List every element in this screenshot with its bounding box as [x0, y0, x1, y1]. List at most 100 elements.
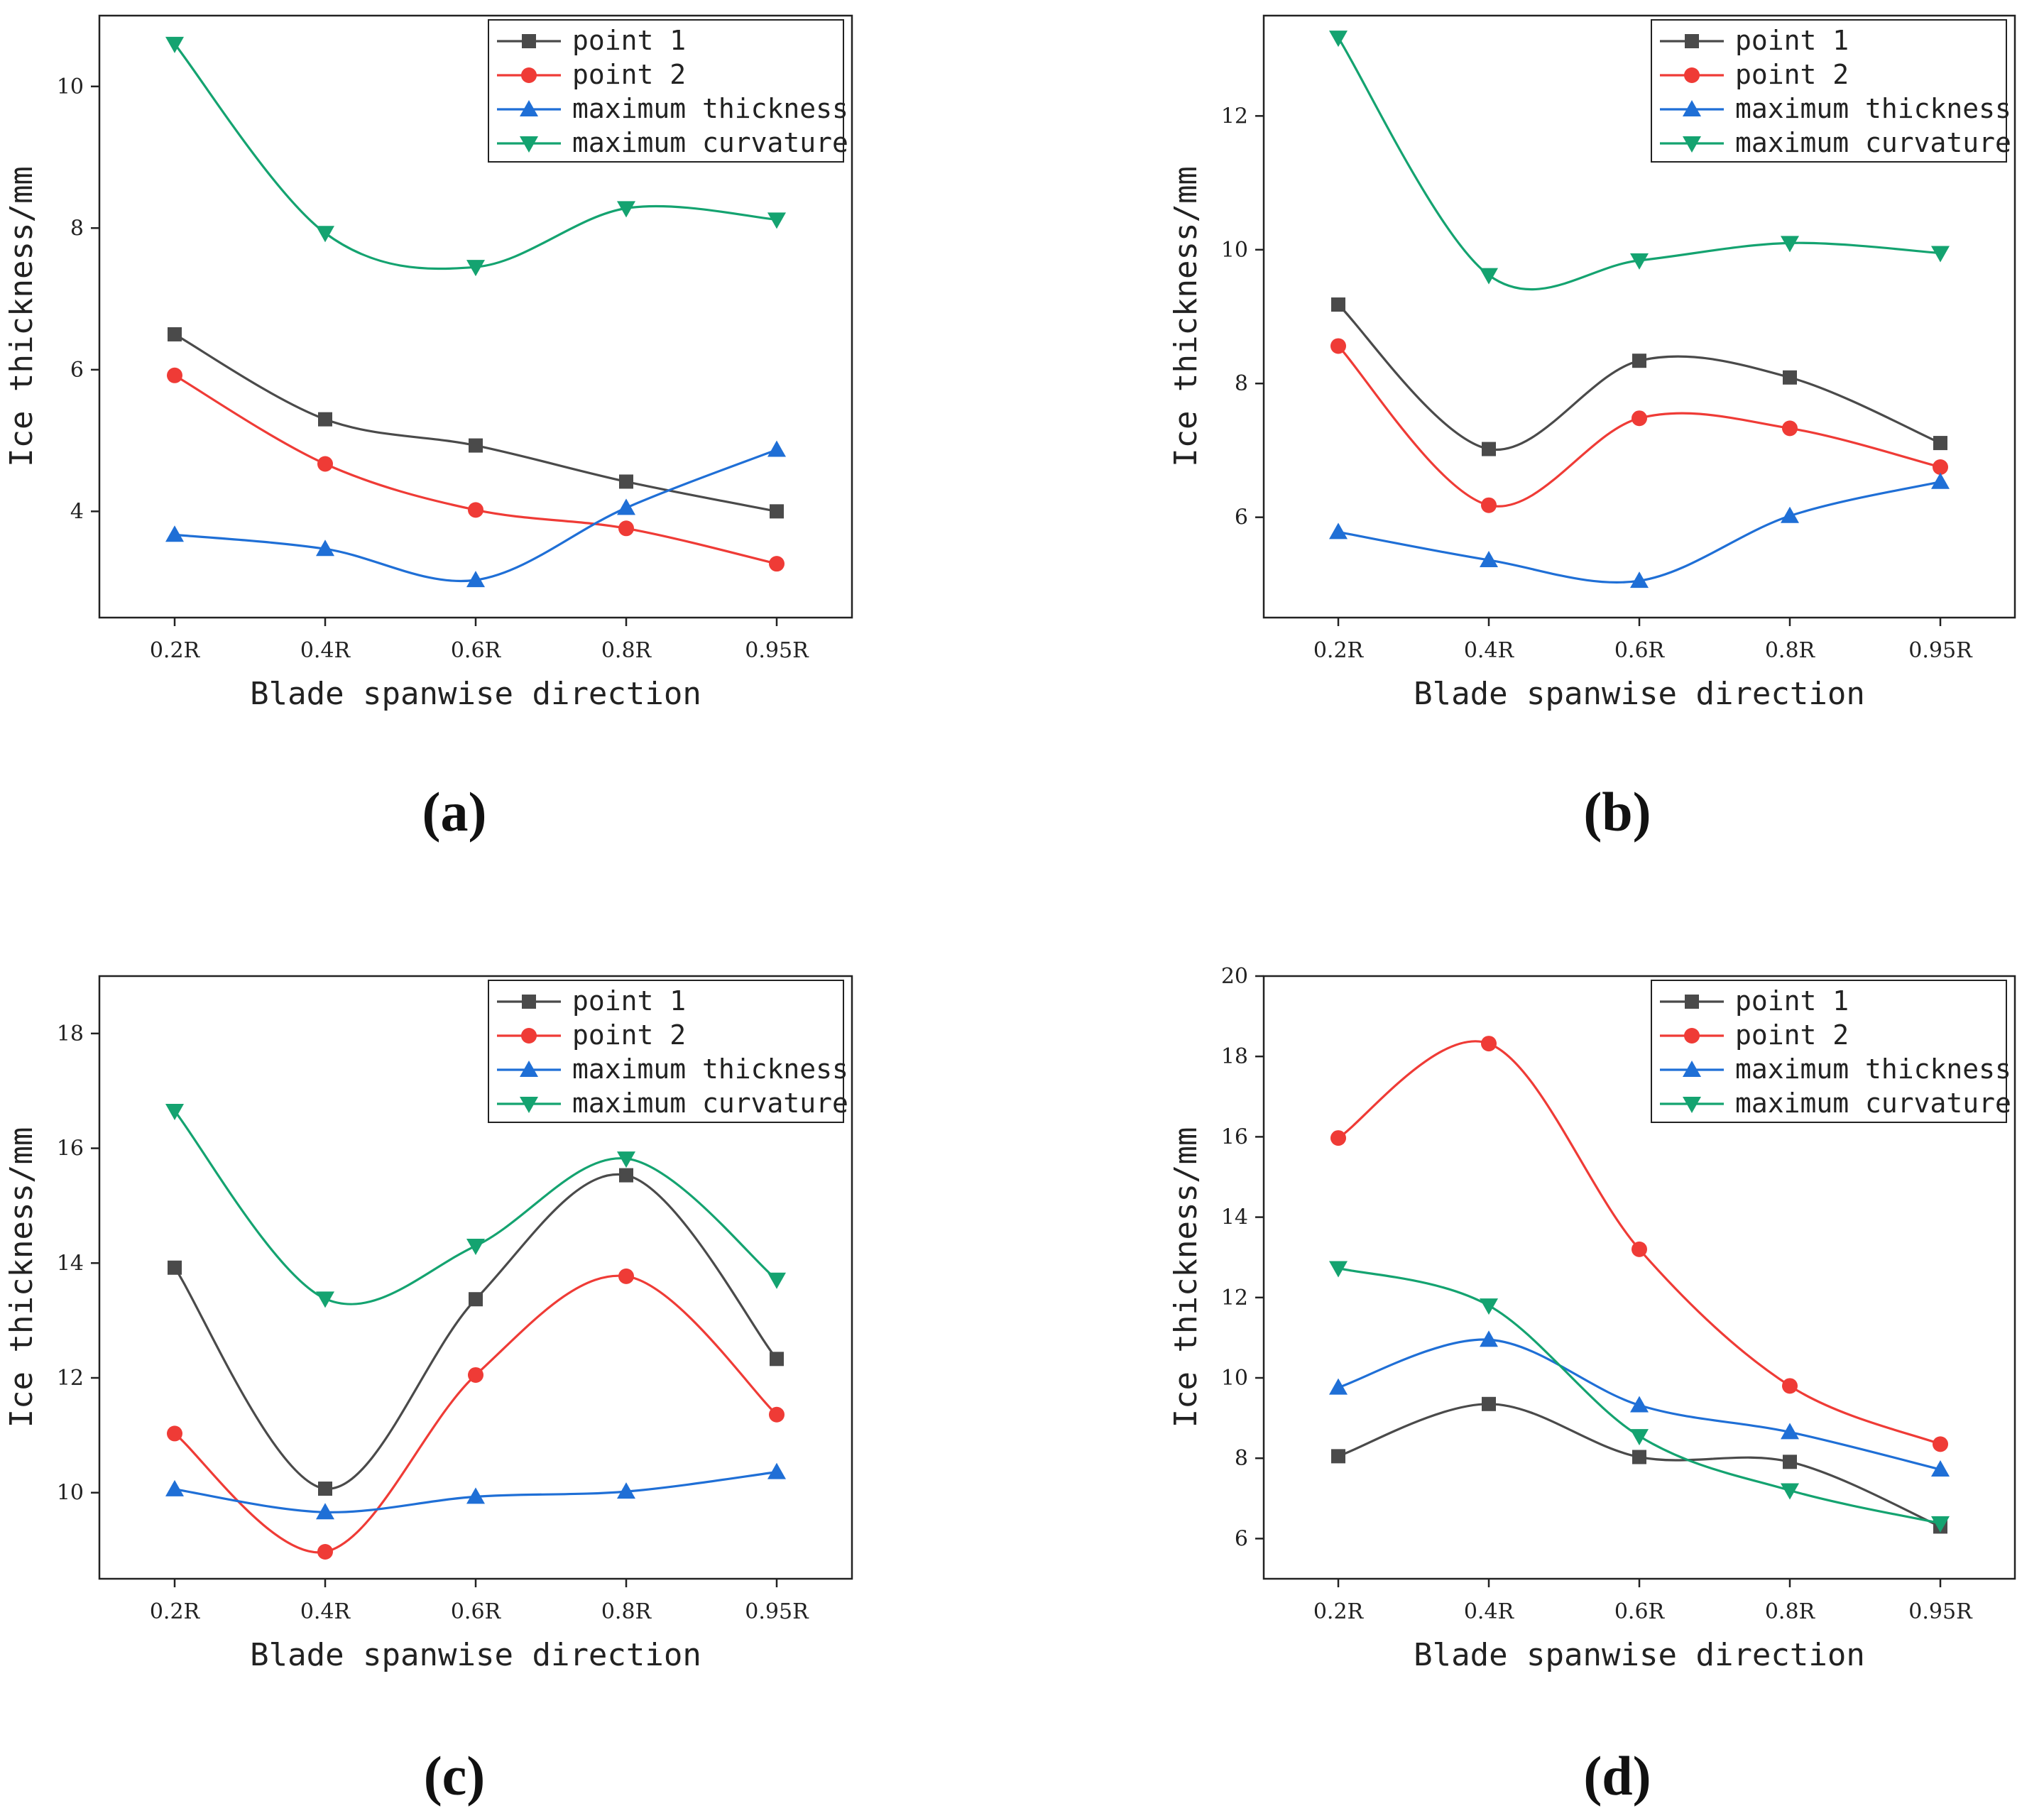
data-point	[1630, 571, 1649, 588]
panel-d: 6 8 10 12 14 16 18 20 0.2R 0.4R 0.6R 0.8R 0.95R Blade…	[1168, 964, 2016, 1807]
y-tick-label: 14	[57, 1251, 84, 1276]
y-tick-label: 8	[1235, 1446, 1248, 1471]
legend-label: point 1	[572, 985, 686, 1017]
y-tick-label: 20	[1221, 964, 1248, 989]
series-point-2	[167, 367, 785, 572]
x-tick-label: 0.8R	[601, 1599, 652, 1624]
panel-b: 6 8 10 12 0.2R 0.4R 0.6R 0.8R 0.95R Blade spanwis…	[1168, 14, 2016, 843]
y-tick-label: 12	[57, 1366, 84, 1391]
data-point	[1783, 370, 1797, 385]
data-point	[1781, 1423, 1799, 1440]
data-point	[617, 201, 635, 218]
panel-label: (a)	[422, 781, 487, 843]
legend-label: maximum thickness	[1735, 1053, 2011, 1085]
legend-label: point 1	[1735, 25, 1849, 56]
data-point	[167, 367, 182, 383]
data-point	[1783, 1455, 1797, 1469]
legend-label: point 2	[572, 1019, 686, 1051]
x-tick-label: 0.6R	[1614, 638, 1666, 663]
y-tick-label: 18	[57, 1022, 84, 1046]
series-line	[174, 374, 777, 565]
y-tick-label: 6	[1235, 1526, 1248, 1551]
series-line	[1337, 37, 1941, 291]
data-point	[1632, 354, 1646, 368]
data-point	[466, 1239, 485, 1256]
series-line	[1337, 303, 1941, 451]
data-point	[468, 502, 483, 518]
data-point	[617, 1482, 635, 1499]
data-point	[1782, 420, 1798, 437]
series-maximum-thickness	[1329, 1330, 1950, 1477]
data-point	[466, 260, 485, 277]
series-line	[173, 1173, 778, 1490]
legend-marker	[520, 1061, 538, 1077]
series-line	[173, 1110, 778, 1305]
data-point	[167, 1425, 182, 1442]
legend-label: point 2	[1735, 59, 1849, 90]
y-tick-label: 16	[1221, 1124, 1248, 1149]
legend-marker	[1685, 34, 1699, 48]
series-maximum-thickness	[165, 440, 786, 588]
legend-marker	[522, 34, 536, 48]
data-point	[469, 438, 483, 453]
legend-marker	[1683, 1061, 1701, 1077]
legend-label: maximum thickness	[572, 1053, 848, 1085]
legend-marker	[1683, 100, 1701, 116]
x-axis-label: Blade spanwise direction	[250, 1637, 701, 1673]
data-point	[165, 1479, 184, 1496]
data-point	[1781, 236, 1799, 253]
legend-label: maximum curvature	[572, 127, 848, 158]
data-point	[1781, 1483, 1799, 1500]
data-point	[1480, 550, 1498, 567]
legend-box	[488, 980, 844, 1123]
legend-marker	[520, 1097, 538, 1113]
series-point-2	[167, 1268, 785, 1560]
series-point-1	[168, 1168, 784, 1496]
legend-label: maximum thickness	[1735, 93, 2011, 124]
data-point	[466, 1487, 485, 1504]
x-tick-label: 0.4R	[300, 1599, 351, 1624]
x-tick-label: 0.8R	[1765, 1599, 1816, 1624]
data-point	[1781, 506, 1799, 523]
series-line	[1338, 1403, 1941, 1528]
data-point	[1782, 1378, 1798, 1394]
data-point	[1481, 1036, 1497, 1052]
legend-marker	[1684, 67, 1700, 83]
x-tick-label: 0.2R	[1313, 638, 1365, 663]
data-point	[1482, 1396, 1496, 1411]
panel-a: 4 6 8 10 0.2R 0.4R 0.6R 0.8R 0.95R Blade spanwise…	[4, 14, 853, 843]
data-point	[618, 1268, 634, 1284]
x-tick-label: 0.8R	[1765, 638, 1816, 663]
x-tick-label: 0.95R	[1908, 638, 1973, 663]
data-point	[1329, 31, 1348, 48]
panel-label: (b)	[1583, 781, 1651, 843]
legend-box	[1651, 980, 2007, 1123]
y-tick-label: 12	[1221, 104, 1248, 128]
data-point	[1630, 1396, 1649, 1413]
y-tick-label: 10	[1221, 1366, 1248, 1391]
data-point	[1931, 1516, 1950, 1533]
data-point	[1632, 410, 1647, 427]
data-point	[619, 1168, 633, 1183]
legend-label: maximum curvature	[572, 1088, 848, 1119]
data-point	[767, 1462, 786, 1479]
data-point	[1632, 1241, 1647, 1257]
x-tick-label: 0.4R	[1464, 638, 1515, 663]
legend-box	[488, 19, 844, 163]
x-tick-label: 0.6R	[451, 1599, 502, 1624]
data-point	[1933, 459, 1948, 475]
data-point	[318, 1482, 332, 1496]
data-point	[617, 1151, 635, 1168]
legend-label: maximum curvature	[1735, 127, 2011, 158]
x-tick-label: 0.6R	[1614, 1599, 1666, 1624]
series-maximum-curvature	[165, 36, 786, 277]
series-line	[1338, 481, 1941, 584]
data-point	[316, 1291, 334, 1308]
legend-box	[1651, 19, 2007, 163]
data-point	[165, 36, 184, 53]
x-axis-label: Blade spanwise direction	[1414, 1637, 1865, 1673]
series-point-2	[1330, 338, 1948, 513]
